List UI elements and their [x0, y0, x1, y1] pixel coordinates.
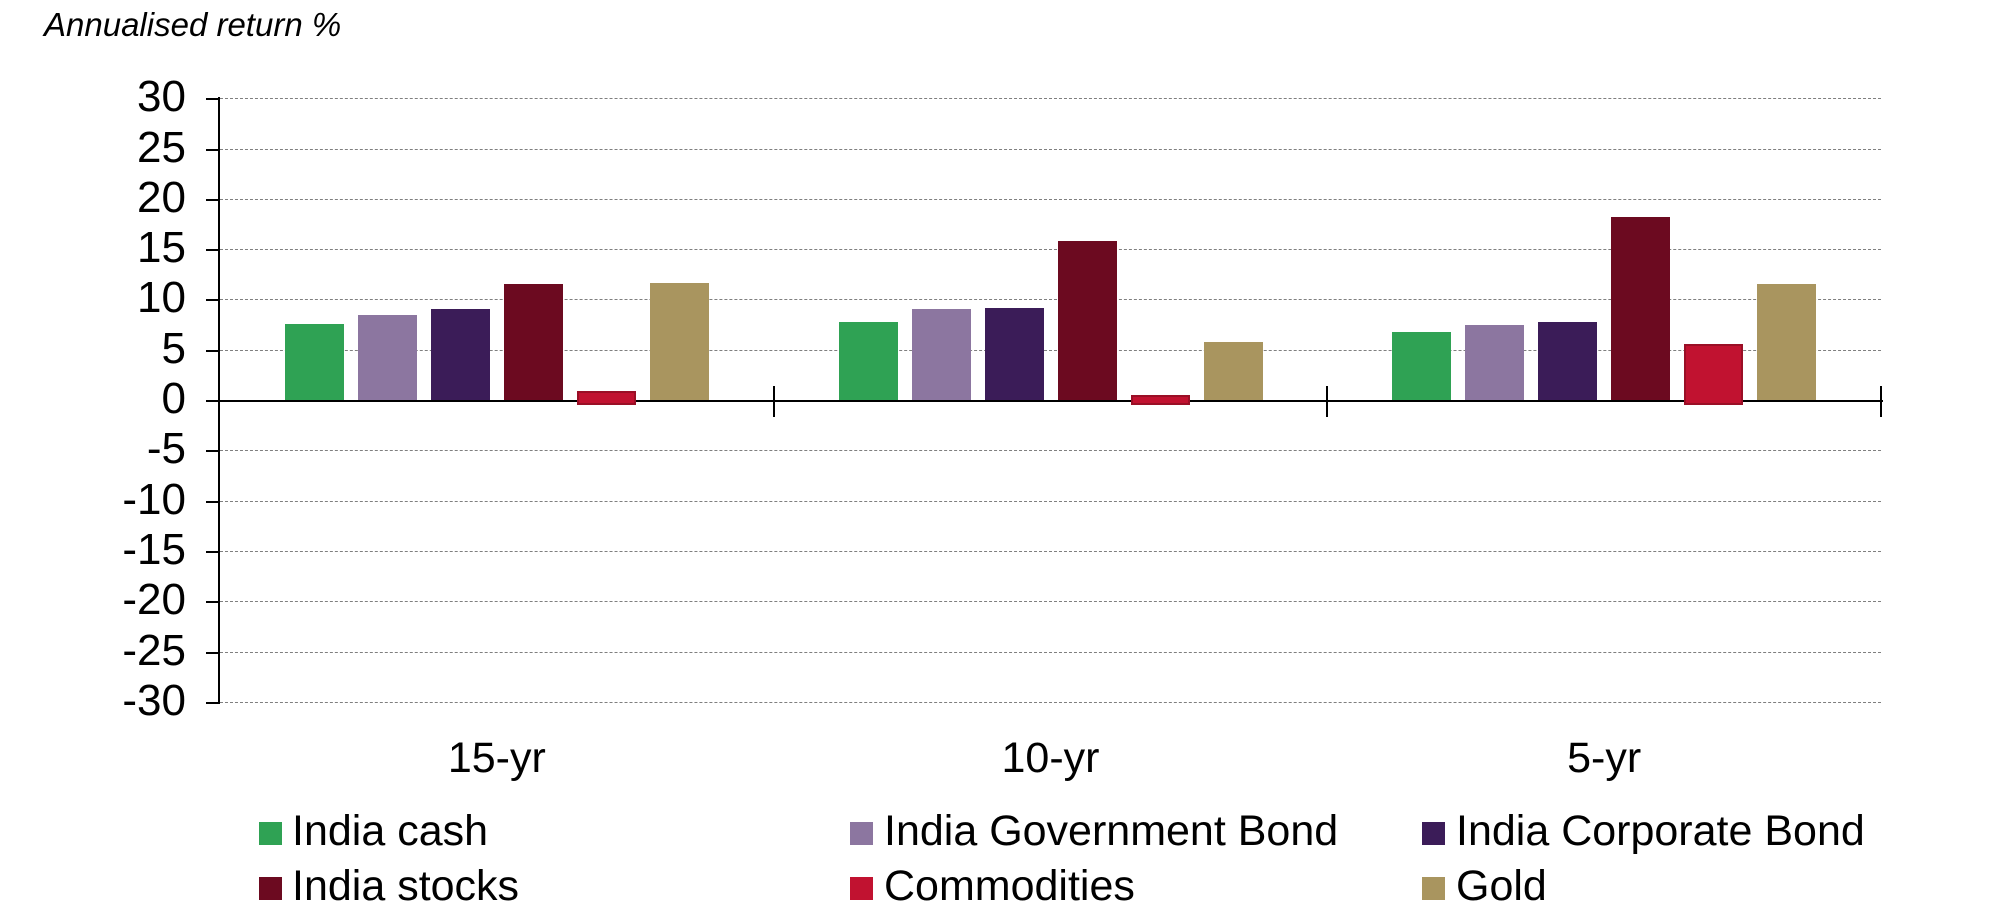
legend-swatch-gold — [1422, 877, 1445, 900]
y-axis-tick-10 — [206, 299, 220, 302]
y-axis-tick-30 — [206, 98, 220, 101]
y-axis-label-25: 25 — [137, 122, 186, 172]
gridline--30 — [220, 701, 1881, 703]
y-axis-label-15: 15 — [137, 223, 186, 273]
legend-swatch-india-stocks — [259, 877, 282, 900]
x-axis-zero-line — [220, 400, 1883, 402]
y-axis-label-20: 20 — [137, 172, 186, 222]
bar-10-yr-india-government-bond — [912, 309, 971, 400]
x-axis-tick-2 — [1326, 386, 1329, 417]
bar-15-yr-india-corporate-bond — [431, 309, 490, 400]
y-axis-label-30: 30 — [137, 72, 186, 122]
y-axis-label--30: -30 — [122, 675, 186, 725]
y-axis-line — [218, 97, 220, 704]
x-axis-tick-3 — [1880, 386, 1882, 417]
legend-label-india-corporate-bond: India Corporate Bond — [1456, 807, 1865, 855]
chart-title: Annualised return % — [44, 6, 342, 43]
gridline-15 — [220, 249, 1881, 251]
gridline-25 — [220, 148, 1881, 150]
gridline--25 — [220, 651, 1881, 653]
x-axis-label-15-yr: 15-yr — [447, 734, 546, 782]
bar-5-yr-india-cash — [1392, 332, 1451, 400]
legend-swatch-india-government-bond — [850, 822, 873, 845]
legend-label-gold: Gold — [1456, 862, 1547, 910]
y-axis-label-10: 10 — [137, 273, 186, 323]
y-axis-tick--10 — [206, 500, 220, 503]
y-axis-label-5: 5 — [161, 323, 186, 373]
x-axis-label-5-yr: 5-yr — [1567, 734, 1642, 782]
gridline-20 — [220, 198, 1881, 200]
y-axis-tick-5 — [206, 349, 220, 352]
bar-5-yr-gold — [1757, 284, 1816, 400]
y-axis-label--25: -25 — [122, 625, 186, 675]
gridline--10 — [220, 500, 1881, 502]
bar-5-yr-commodities — [1684, 344, 1743, 405]
y-axis-tick--20 — [206, 601, 220, 604]
y-axis-label--20: -20 — [122, 575, 186, 625]
bar-10-yr-gold — [1204, 342, 1263, 400]
gridline-5 — [220, 349, 1881, 351]
bar-15-yr-india-government-bond — [358, 315, 417, 400]
bar-15-yr-india-stocks — [504, 284, 563, 400]
y-axis-label--10: -10 — [122, 474, 186, 524]
bar-10-yr-commodities — [1131, 395, 1190, 405]
y-axis-tick-25 — [206, 148, 220, 151]
bar-15-yr-commodities — [577, 391, 636, 405]
y-axis-tick-20 — [206, 198, 220, 201]
y-axis-tick--25 — [206, 651, 220, 654]
x-axis-label-10-yr: 10-yr — [1001, 734, 1100, 782]
legend-swatch-commodities — [850, 877, 873, 900]
bar-5-yr-india-government-bond — [1465, 325, 1524, 400]
legend-swatch-india-corporate-bond — [1422, 822, 1445, 845]
y-axis-tick--15 — [206, 550, 220, 553]
bar-10-yr-india-cash — [839, 322, 898, 400]
y-axis-tick-0 — [206, 400, 220, 402]
bar-5-yr-india-corporate-bond — [1538, 322, 1597, 400]
y-axis-label--5: -5 — [146, 424, 186, 474]
gridline-10 — [220, 299, 1881, 301]
bar-15-yr-gold — [650, 283, 709, 400]
bar-10-yr-india-corporate-bond — [985, 308, 1044, 400]
legend-swatch-india-cash — [259, 822, 282, 845]
legend-label-india-government-bond: India Government Bond — [884, 807, 1339, 855]
legend-label-commodities: Commodities — [884, 862, 1135, 910]
bar-10-yr-india-stocks — [1058, 241, 1117, 400]
gridline--20 — [220, 601, 1881, 603]
y-axis-label--15: -15 — [122, 524, 186, 574]
legend-label-india-cash: India cash — [292, 807, 489, 855]
x-axis-tick-1 — [772, 386, 775, 417]
gridline-30 — [220, 98, 1881, 100]
bar-5-yr-india-stocks — [1611, 217, 1670, 400]
y-axis-tick--5 — [206, 450, 220, 453]
gridline--5 — [220, 450, 1881, 452]
legend-label-india-stocks: India stocks — [292, 862, 520, 910]
gridline--15 — [220, 550, 1881, 552]
y-axis-tick--30 — [206, 701, 220, 704]
y-axis-label-0: 0 — [161, 374, 186, 423]
bar-15-yr-india-cash — [285, 324, 344, 400]
y-axis-tick-15 — [206, 249, 220, 252]
